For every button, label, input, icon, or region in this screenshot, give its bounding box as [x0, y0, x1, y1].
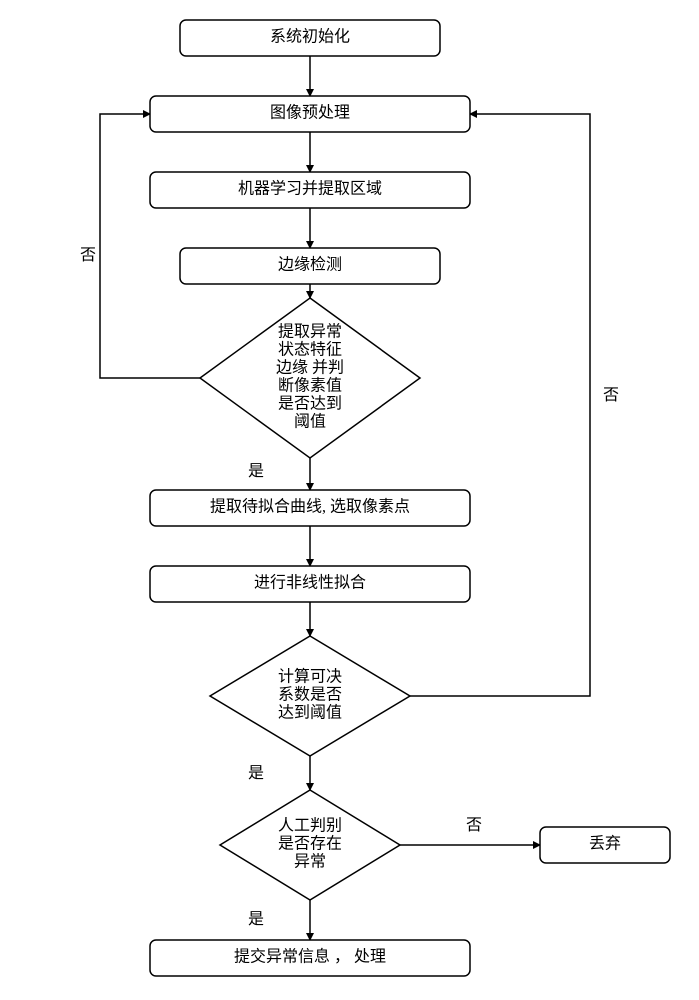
edge-d_thresh-n_pre [100, 114, 200, 378]
node-n_init-line-0: 系统初始化 [270, 28, 350, 46]
node-n_fit: 进行非线性拟合 [150, 566, 470, 602]
edge-label-d_coef-d_human: 是 [248, 765, 264, 782]
node-d_coef-line-0: 计算可决 [278, 667, 342, 686]
node-d_coef-line-1: 系数是否 [278, 686, 342, 704]
node-n_discard: 丢弃 [540, 827, 670, 863]
node-n_init: 系统初始化 [180, 20, 440, 56]
node-n_fit-line-0: 进行非线性拟合 [254, 574, 366, 592]
node-d_coef-line-2: 达到阈值 [278, 704, 342, 722]
node-n_curve-line-0: 提取待拟合曲线, 选取像素点 [210, 498, 410, 516]
node-d_thresh: 提取异常状态特征边缘 并判断像素值是否达到阈值 [200, 298, 420, 458]
node-d_human: 人工判别是否存在异常 [220, 790, 400, 900]
edge-label-d_thresh-n_pre: 否 [80, 247, 96, 264]
edge-label-d_human-n_discard: 否 [466, 817, 482, 834]
node-n_pre-line-0: 图像预处理 [270, 104, 350, 122]
node-d_human-line-0: 人工判别 [278, 817, 342, 835]
node-d_human-line-2: 异常 [294, 853, 326, 871]
node-d_thresh-line-5: 阈值 [294, 413, 326, 431]
node-n_submit-line-0: 提交异常信息 ， 处理 [234, 948, 386, 966]
node-d_thresh-line-0: 提取异常 [278, 323, 342, 341]
edge-label-d_human-n_submit: 是 [248, 911, 264, 928]
edge-label-d_thresh-n_curve: 是 [248, 463, 264, 480]
node-d_thresh-line-2: 边缘 并判 [276, 359, 344, 377]
node-n_curve: 提取待拟合曲线, 选取像素点 [150, 490, 470, 526]
node-n_discard-line-0: 丢弃 [589, 835, 621, 853]
nodes-layer: 系统初始化图像预处理机器学习并提取区域边缘检测提取异常状态特征边缘 并判断像素值… [150, 20, 670, 976]
edge-label-d_coef-n_pre: 否 [603, 387, 619, 404]
node-n_ml-line-0: 机器学习并提取区域 [238, 180, 382, 198]
node-d_coef: 计算可决系数是否达到阈值 [210, 636, 410, 756]
node-d_thresh-line-4: 是否达到 [278, 395, 342, 413]
node-n_edge: 边缘检测 [180, 248, 440, 284]
node-n_pre: 图像预处理 [150, 96, 470, 132]
node-n_edge-line-0: 边缘检测 [278, 256, 342, 274]
node-d_thresh-line-3: 断像素值 [278, 377, 342, 395]
node-n_ml: 机器学习并提取区域 [150, 172, 470, 208]
node-d_thresh-line-1: 状态特征 [278, 341, 342, 359]
node-n_submit: 提交异常信息 ， 处理 [150, 940, 470, 976]
node-d_human-line-1: 是否存在 [278, 835, 342, 853]
